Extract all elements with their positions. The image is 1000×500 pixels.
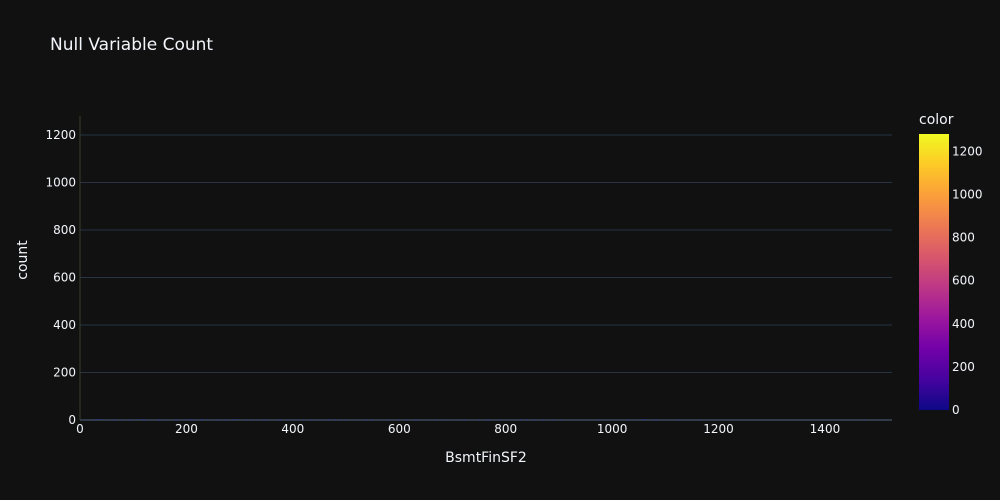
- colorbar: [919, 134, 949, 410]
- colorbar-tick-labels: 0 200 400 600 800 1000 1200: [952, 144, 983, 417]
- y-gridlines: [80, 134, 892, 373]
- colorbar-tick-label: 1200: [952, 144, 983, 158]
- bar: [175, 418, 177, 420]
- colorbar-tick-label: 0: [952, 403, 960, 417]
- x-tick-label: 0: [76, 422, 84, 436]
- x-tick-label: 600: [388, 422, 411, 436]
- y-axis-title: count: [15, 240, 31, 280]
- x-tick-label: 1400: [810, 422, 841, 436]
- x-tick-label: 1000: [597, 422, 628, 436]
- y-tick-label: 800: [53, 223, 76, 237]
- y-tick-label: 0: [68, 413, 76, 427]
- x-tick-label: 800: [494, 422, 517, 436]
- y-tick-label: 1000: [45, 176, 76, 190]
- y-tick-label: 400: [53, 318, 76, 332]
- x-tick-labels: 0 200 400 600 800 1000 1200 1400: [76, 422, 840, 436]
- x-tick-label: 200: [175, 422, 198, 436]
- x-axis-title: BsmtFinSF2: [445, 450, 527, 466]
- colorbar-tick-label: 800: [952, 231, 975, 245]
- x-tick-label: 1200: [703, 422, 734, 436]
- colorbar-title: color: [919, 112, 954, 128]
- colorbar-tick-label: 400: [952, 317, 975, 331]
- y-tick-label: 200: [53, 366, 76, 380]
- y-tick-label: 1200: [45, 128, 76, 142]
- chart-title: Null Variable Count: [50, 35, 213, 55]
- colorbar-tick-label: 600: [952, 274, 975, 288]
- x-tick-label: 400: [281, 422, 304, 436]
- colorbar-tick-label: 200: [952, 360, 975, 374]
- y-tick-labels: 0 200 400 600 800 1000 1200: [45, 128, 76, 427]
- colorbar-tick-label: 1000: [952, 187, 983, 201]
- y-tick-label: 600: [53, 271, 76, 285]
